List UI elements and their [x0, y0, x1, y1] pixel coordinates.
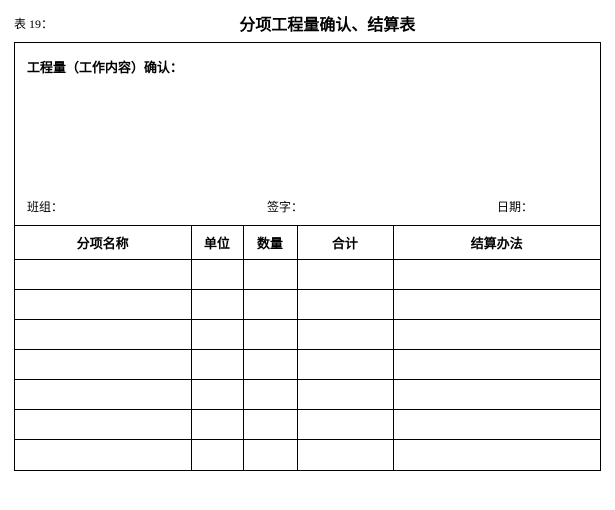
cell — [191, 380, 243, 410]
page-title: 分项工程量确认、结算表 — [199, 11, 415, 35]
table-row — [15, 380, 600, 410]
cell — [243, 260, 297, 290]
cell — [191, 440, 243, 470]
cell — [393, 260, 600, 290]
cell — [393, 320, 600, 350]
confirmation-section: 工程量（工作内容）确认： 班组： 签字： 日期： — [15, 43, 600, 225]
form-outer-box: 工程量（工作内容）确认： 班组： 签字： 日期： 分项名称 单位 数量 合计 结… — [14, 42, 601, 471]
table-row — [15, 290, 600, 320]
table-row — [15, 440, 600, 470]
cell — [191, 260, 243, 290]
cell — [243, 410, 297, 440]
cell — [297, 350, 393, 380]
cell — [191, 410, 243, 440]
cell — [297, 290, 393, 320]
cell — [243, 350, 297, 380]
cell — [15, 320, 191, 350]
cell — [243, 320, 297, 350]
cell — [15, 440, 191, 470]
cell — [15, 380, 191, 410]
cell — [243, 290, 297, 320]
confirmation-label: 工程量（工作内容）确认： — [27, 57, 588, 76]
cell — [15, 260, 191, 290]
signature-label: 签字： — [267, 198, 497, 215]
settlement-table: 分项名称 单位 数量 合计 结算办法 — [15, 225, 600, 470]
cell — [297, 320, 393, 350]
col-header-qty: 数量 — [243, 226, 297, 260]
page-title-wrap: 分项工程量确认、结算表 — [14, 11, 601, 35]
cell — [393, 290, 600, 320]
table-row — [15, 260, 600, 290]
cell — [393, 440, 600, 470]
cell — [393, 410, 600, 440]
date-label: 日期： — [497, 198, 588, 215]
col-header-method: 结算办法 — [393, 226, 600, 260]
cell — [191, 320, 243, 350]
col-header-unit: 单位 — [191, 226, 243, 260]
cell — [191, 350, 243, 380]
cell — [297, 380, 393, 410]
table-row — [15, 410, 600, 440]
cell — [297, 260, 393, 290]
cell — [15, 290, 191, 320]
cell — [15, 410, 191, 440]
team-label: 班组： — [27, 198, 267, 215]
cell — [243, 380, 297, 410]
cell — [191, 290, 243, 320]
table-row — [15, 350, 600, 380]
signature-row: 班组： 签字： 日期： — [27, 198, 588, 215]
cell — [297, 440, 393, 470]
col-header-total: 合计 — [297, 226, 393, 260]
header-row: 表 19： 分项工程量确认、结算表 — [14, 12, 601, 34]
table-header-row: 分项名称 单位 数量 合计 结算办法 — [15, 226, 600, 260]
cell — [297, 410, 393, 440]
col-header-name: 分项名称 — [15, 226, 191, 260]
cell — [15, 350, 191, 380]
cell — [243, 440, 297, 470]
table-row — [15, 320, 600, 350]
cell — [393, 380, 600, 410]
cell — [393, 350, 600, 380]
